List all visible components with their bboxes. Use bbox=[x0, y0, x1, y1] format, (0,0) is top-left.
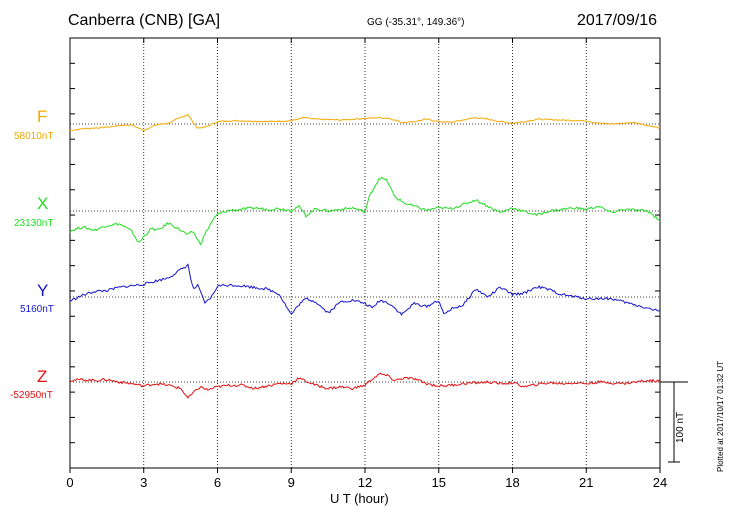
series-line-X bbox=[69, 176, 661, 246]
series-baseline-Y: 5160nT bbox=[20, 304, 54, 315]
series-line-Z bbox=[69, 372, 661, 399]
series-baseline-Z: -52950nT bbox=[10, 390, 53, 401]
x-tick-label-12: 12 bbox=[358, 475, 372, 490]
x-axis-label: U T (hour) bbox=[330, 491, 389, 506]
x-tick-label-18: 18 bbox=[505, 475, 519, 490]
station-coordinates: GG (-35.31°, 149.36°) bbox=[367, 17, 465, 28]
x-tick-label-6: 6 bbox=[214, 475, 221, 490]
series-letter-F: F bbox=[37, 107, 48, 126]
x-tick-label-24: 24 bbox=[653, 475, 667, 490]
series-line-Y bbox=[70, 263, 661, 316]
x-tick-label-9: 9 bbox=[288, 475, 295, 490]
plot-frame bbox=[69, 37, 661, 469]
series-letter-Y: Y bbox=[37, 281, 49, 300]
x-tick-label-21: 21 bbox=[579, 475, 593, 490]
x-tick-label-0: 0 bbox=[66, 475, 73, 490]
x-tick-label-15: 15 bbox=[432, 475, 446, 490]
x-tick-label-3: 3 bbox=[140, 475, 147, 490]
series-baseline-X: 23130nT bbox=[14, 218, 54, 229]
series-letter-Z: Z bbox=[37, 367, 48, 386]
series-line-F bbox=[69, 114, 661, 132]
date-label: 2017/09/16 bbox=[577, 12, 658, 29]
series-baseline-F: 58010nT bbox=[14, 131, 54, 142]
series-letter-X: X bbox=[37, 194, 49, 213]
station-title: Canberra (CNB) [GA] bbox=[68, 12, 221, 29]
